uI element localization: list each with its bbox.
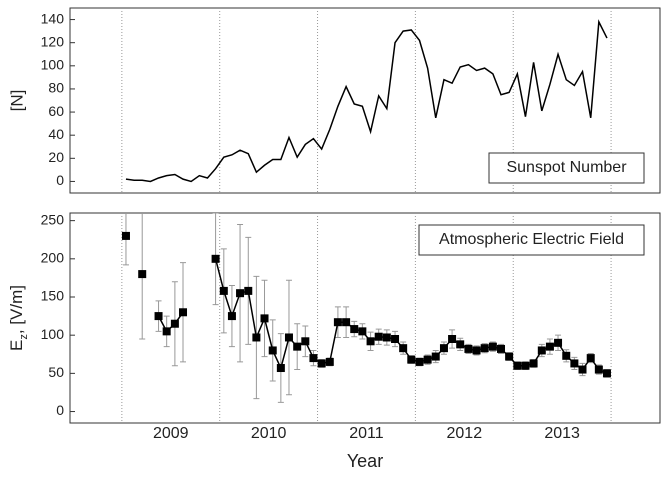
marker	[252, 333, 261, 342]
y-tick-label: 50	[48, 364, 64, 380]
plot-area	[125, 19, 608, 183]
marker	[586, 354, 595, 363]
marker	[399, 344, 408, 353]
y-axis-label-part: , [V/m]	[7, 285, 26, 334]
y-axis-label: Ez, [V/m]	[7, 285, 29, 351]
y-tick-label: 140	[41, 10, 65, 26]
marker	[236, 289, 245, 298]
marker	[464, 344, 473, 353]
marker	[293, 342, 302, 351]
marker	[244, 286, 253, 295]
x-tick-label: 2009	[153, 425, 189, 442]
marker	[545, 342, 554, 351]
y-tick-label: 60	[48, 103, 64, 119]
marker	[227, 312, 236, 321]
marker	[276, 364, 285, 373]
y-axis-label-part: E	[7, 340, 26, 351]
marker	[439, 344, 448, 353]
y-tick-label: 120	[41, 33, 65, 49]
marker	[505, 352, 514, 361]
x-tick-label: 2012	[447, 425, 483, 442]
marker	[219, 286, 228, 295]
marker	[342, 318, 351, 327]
marker	[602, 369, 611, 378]
marker	[284, 333, 293, 342]
marker	[121, 231, 130, 240]
plot-frame	[69, 212, 661, 424]
marker	[366, 337, 375, 346]
marker	[179, 308, 188, 317]
marker	[472, 346, 481, 355]
marker	[513, 361, 522, 370]
legend-box	[418, 224, 645, 256]
y-tick-label: 20	[48, 149, 64, 165]
marker	[554, 338, 563, 347]
marker	[268, 346, 277, 355]
marker	[374, 332, 383, 341]
marker	[570, 359, 579, 368]
marker	[578, 365, 587, 374]
marker	[325, 357, 334, 366]
marker	[497, 344, 506, 353]
marker	[562, 351, 571, 360]
marker	[309, 354, 318, 363]
marker	[594, 365, 603, 374]
y-tick-label: 200	[41, 250, 65, 266]
marker	[382, 333, 391, 342]
marker	[431, 352, 440, 361]
y-tick-label: 0	[56, 172, 64, 188]
y-tick-label: 100	[41, 326, 65, 342]
legend-label: Sunspot Number	[506, 159, 627, 176]
marker	[537, 346, 546, 355]
marker	[529, 359, 538, 368]
marker	[154, 312, 163, 321]
y-tick-label: 40	[48, 126, 64, 142]
x-axis-label: Year	[347, 451, 383, 471]
y-tick-label: 100	[41, 57, 65, 73]
marker	[456, 340, 465, 349]
legend-box	[488, 152, 645, 184]
legend-label: Atmospheric Electric Field	[439, 231, 624, 248]
marker	[407, 355, 416, 364]
marker	[358, 327, 367, 336]
marker	[333, 318, 342, 327]
x-tick-label: 2011	[349, 425, 384, 442]
marker	[162, 327, 171, 336]
y-tick-label: 0	[56, 402, 64, 418]
marker	[301, 337, 310, 346]
marker	[317, 359, 326, 368]
marker	[415, 357, 424, 366]
marker	[448, 335, 457, 343]
y-axis-label: [N]	[7, 90, 26, 112]
plot-area	[121, 213, 611, 403]
marker	[138, 270, 147, 279]
marker	[391, 335, 400, 343]
marker	[170, 319, 179, 328]
y-axis-label-part: z	[18, 334, 30, 340]
marker	[350, 325, 359, 334]
x-tick-label: 2010	[251, 425, 287, 442]
plot-frame	[69, 7, 661, 194]
marker	[488, 342, 497, 351]
marker	[260, 314, 269, 323]
marker	[423, 355, 432, 364]
y-tick-label: 80	[48, 80, 64, 96]
marker	[521, 361, 530, 370]
series-line	[125, 19, 608, 183]
y-tick-label: 250	[41, 211, 65, 227]
y-tick-label: 150	[41, 288, 65, 304]
marker	[211, 254, 220, 263]
x-tick-label: 2013	[544, 425, 580, 442]
marker	[480, 344, 489, 353]
